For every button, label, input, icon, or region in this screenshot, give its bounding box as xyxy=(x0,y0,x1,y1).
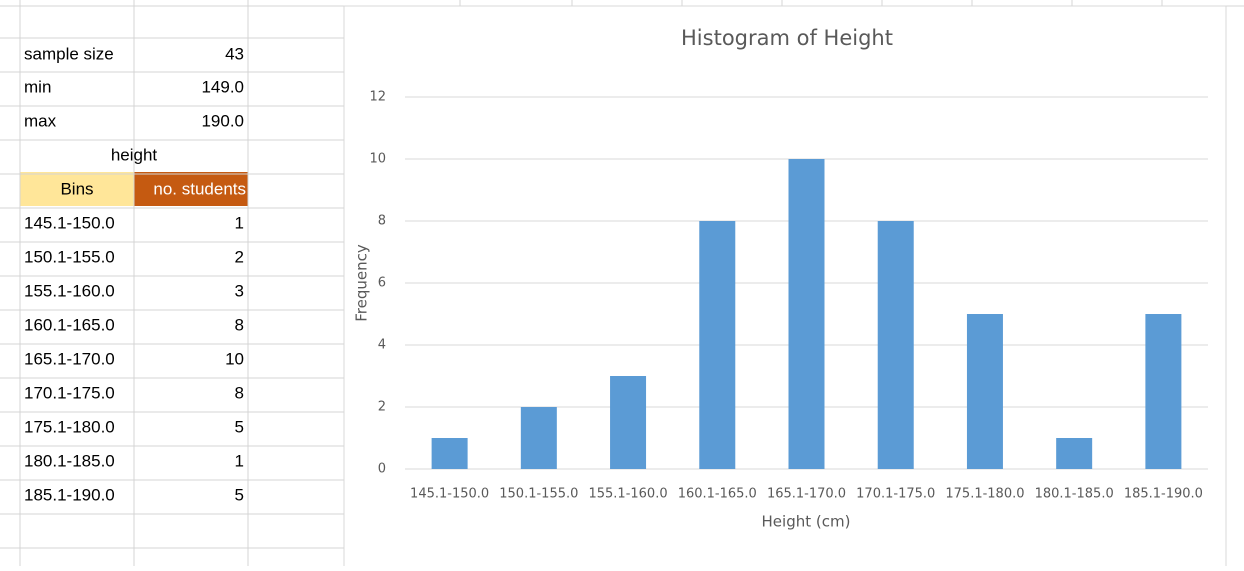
chart-title: Histogram of Height xyxy=(681,26,893,50)
x-tick-label: 160.1-165.0 xyxy=(678,487,757,502)
count-cell: 5 xyxy=(235,417,244,436)
chart-area xyxy=(343,5,1227,571)
bar xyxy=(788,159,825,469)
bin-cell: 175.1-180.0 xyxy=(24,417,115,436)
x-tick-label: 170.1-175.0 xyxy=(856,487,935,502)
bar xyxy=(431,438,468,469)
y-tick-label: 12 xyxy=(369,90,386,105)
x-tick-label: 165.1-170.0 xyxy=(767,487,846,502)
count-cell: 8 xyxy=(235,315,244,334)
bin-cell: 165.1-170.0 xyxy=(24,349,115,368)
cell-value: 43 xyxy=(225,44,244,63)
x-tick-label: 185.1-190.0 xyxy=(1124,487,1203,502)
x-axis-label: Height (cm) xyxy=(762,513,851,531)
bin-cell: 180.1-185.0 xyxy=(24,451,115,470)
bar xyxy=(966,314,1003,469)
bar xyxy=(520,407,557,469)
cell-label: sample size xyxy=(24,44,114,63)
y-tick-label: 4 xyxy=(378,338,386,353)
count-cell: 3 xyxy=(235,281,244,300)
y-tick-label: 2 xyxy=(378,400,386,415)
bar xyxy=(1145,314,1182,469)
count-cell: 10 xyxy=(225,349,244,368)
y-tick-label: 0 xyxy=(378,462,386,477)
y-tick-label: 10 xyxy=(369,152,386,167)
bin-cell: 160.1-165.0 xyxy=(24,315,115,334)
count-header-cell xyxy=(134,172,248,206)
cell-label: min xyxy=(24,77,51,96)
x-tick-label: 175.1-180.0 xyxy=(945,487,1024,502)
y-axis-label: Frequency xyxy=(353,244,371,322)
bar xyxy=(610,376,647,469)
y-tick-label: 8 xyxy=(378,214,386,229)
count-cell: 5 xyxy=(235,485,244,504)
bin-cell: 145.1-150.0 xyxy=(24,213,115,232)
y-tick-label: 6 xyxy=(378,276,386,291)
bar xyxy=(877,221,914,469)
bins-header-cell xyxy=(20,172,134,206)
x-tick-label: 145.1-150.0 xyxy=(410,487,489,502)
bin-cell: 170.1-175.0 xyxy=(24,383,115,402)
cell-label: max xyxy=(24,111,57,130)
count-cell: 8 xyxy=(235,383,244,402)
bar xyxy=(1056,438,1093,469)
count-cell: 1 xyxy=(235,451,244,470)
column-header: no. students xyxy=(153,179,246,198)
cell-value: 190.0 xyxy=(201,111,244,130)
x-tick-label: 150.1-155.0 xyxy=(499,487,578,502)
bin-cell: 185.1-190.0 xyxy=(24,485,115,504)
group-label: height xyxy=(111,145,158,164)
cell-value: 149.0 xyxy=(201,77,244,96)
count-cell: 1 xyxy=(235,213,244,232)
bin-cell: 155.1-160.0 xyxy=(24,281,115,300)
count-cell: 2 xyxy=(235,247,244,266)
column-header: Bins xyxy=(60,179,93,198)
bar xyxy=(699,221,736,469)
bin-cell: 150.1-155.0 xyxy=(24,247,115,266)
x-tick-label: 180.1-185.0 xyxy=(1035,487,1114,502)
x-tick-label: 155.1-160.0 xyxy=(588,487,667,502)
